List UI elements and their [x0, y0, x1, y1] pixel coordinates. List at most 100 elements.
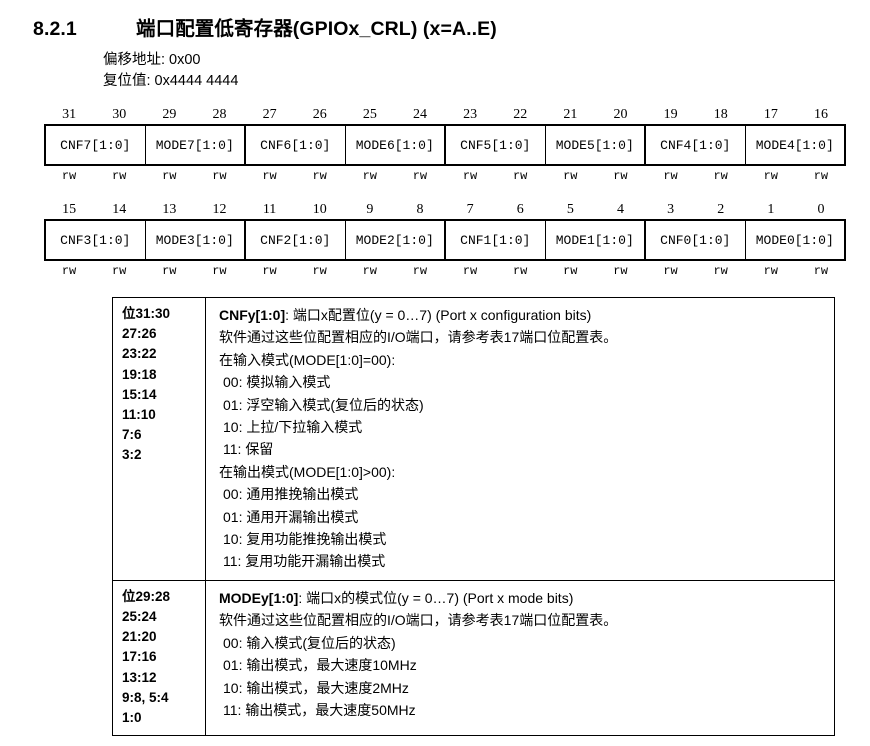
- bit-description-row: 位31:30 27:26 23:22 19:18 15:14 11:10 7:6 3:2 CNF…: [113, 298, 834, 581]
- description-line: 10: 复用功能推挽输出模式: [223, 531, 387, 548]
- bit-number: 22: [513, 107, 528, 122]
- bit-range: 27:26: [122, 326, 157, 342]
- register-field-cell: CNF1[1:0]: [444, 221, 545, 259]
- offset-address: 偏移地址: 0x00: [103, 52, 201, 68]
- bit-range: 21:20: [122, 629, 157, 645]
- bit-description-table: 位31:30 27:26 23:22 19:18 15:14 11:10 7:6 3:2 CNF…: [112, 297, 835, 737]
- access-label: rw: [713, 169, 728, 183]
- register-diagram-low: 15 14 13 12 11 10 9 8 7 6 5 4 3 2 1 0 CNF3[1:0] MODE3[1:…: [44, 200, 846, 281]
- description-line: 01: 输出模式，最大速度10MHz: [223, 657, 417, 674]
- bit-number: 3: [667, 202, 675, 217]
- access-label: rw: [412, 264, 428, 278]
- field-name: CNFy[1:0]: [219, 307, 286, 323]
- field-title-text: : 端口x的模式位(y = 0…7) (Port x mode bits): [298, 589, 574, 606]
- bit-number: 28: [212, 107, 227, 122]
- reset-value: 复位值: 0x4444 4444: [103, 73, 239, 89]
- register-field-cell: MODE1[1:0]: [544, 221, 645, 259]
- description-line: 00: 模拟输入模式: [223, 374, 331, 391]
- access-label: rw: [763, 264, 779, 278]
- register-field-cell: MODE0[1:0]: [744, 221, 845, 259]
- access-label: rw: [563, 169, 578, 183]
- access-label: rw: [462, 264, 478, 278]
- description-line: 软件通过这些位配置相应的I/O端口，请参考表17端口位配置表。: [219, 329, 618, 346]
- field-title-line: CNFy[1:0]: 端口x配置位(y = 0…7) (Port x confi…: [219, 304, 834, 326]
- bit-number: 19: [663, 107, 678, 122]
- access-label: rw: [512, 169, 528, 183]
- bit-number: 1: [767, 202, 775, 217]
- bit-number: 11: [262, 202, 277, 217]
- description-line: 10: 输出模式，最大速度2MHz: [223, 679, 409, 696]
- bit-range: 位31:30: [122, 306, 171, 321]
- access-row: rw rw rw rw rw rw rw rw rw rw rw rw rw rw rw rw: [44, 166, 846, 186]
- field-title-text: : 端口x配置位(y = 0…7) (Port x configuration …: [285, 307, 592, 323]
- bit-number: 26: [312, 107, 327, 122]
- register-field-cell: MODE2[1:0]: [344, 221, 445, 259]
- page-title: 8.2.1 端口配置低寄存器(GPIOx_CRL) (x=A..E): [0, 0, 870, 41]
- bit-range: 25:24: [122, 609, 157, 625]
- bit-number: 6: [516, 202, 524, 217]
- access-label: rw: [262, 169, 277, 183]
- register-field-cell: MODE7[1:0]: [144, 126, 245, 164]
- bit-number-row: 31 30 29 28 27 26 25 24 23 22 21 20 19 18 17 16: [44, 105, 846, 124]
- access-label: rw: [663, 169, 678, 183]
- bit-range-cell: 位29:28 25:24 21:20 17:16 13:12 9:8, 5:4 1:0: [113, 580, 206, 736]
- access-label: rw: [61, 264, 77, 278]
- bit-number: 18: [713, 107, 728, 122]
- register-field-cell: CNF0[1:0]: [644, 221, 745, 259]
- bit-number-row: 15 14 13 12 11 10 9 8 7 6 5 4 3 2 1 0: [44, 200, 846, 219]
- bit-number: 9: [366, 202, 374, 217]
- bit-description-cell: CNFy[1:0]: 端口x配置位(y = 0…7) (Port x confi…: [206, 298, 834, 580]
- access-label: rw: [61, 169, 77, 183]
- access-label: rw: [563, 264, 578, 278]
- bit-range: 19:18: [122, 366, 157, 382]
- bit-range: 11:10: [122, 407, 156, 423]
- bit-range-cell: 位31:30 27:26 23:22 19:18 15:14 11:10 7:6 3:2: [113, 298, 206, 580]
- register-field-cell: MODE4[1:0]: [744, 126, 845, 164]
- description-line: 软件通过这些位配置相应的I/O端口，请参考表17端口位配置表。: [219, 612, 618, 629]
- bit-number: 30: [112, 107, 127, 122]
- bit-number: 31: [62, 107, 77, 122]
- register-field-cell: MODE6[1:0]: [344, 126, 445, 164]
- register-field-cell: CNF2[1:0]: [244, 221, 345, 259]
- access-label: rw: [412, 169, 428, 183]
- access-label: rw: [663, 264, 678, 278]
- access-label: rw: [613, 169, 628, 183]
- bit-range: 位29:28: [122, 588, 171, 604]
- bit-number: 0: [817, 202, 825, 217]
- access-label: rw: [312, 264, 327, 278]
- bit-number: 25: [362, 107, 377, 122]
- access-label: rw: [312, 169, 327, 183]
- bit-description-cell: MODEy[1:0]: 端口x的模式位(y = 0…7) (Port x mod…: [206, 581, 834, 735]
- bit-number: 23: [463, 107, 478, 122]
- bit-range: 23:22: [122, 346, 157, 362]
- bit-range: 17:16: [122, 649, 157, 665]
- bit-number: 27: [262, 107, 277, 122]
- access-label: rw: [613, 264, 628, 278]
- access-label: rw: [212, 264, 227, 278]
- bit-range: 1:0: [122, 710, 142, 726]
- register-field-cell: MODE5[1:0]: [544, 126, 645, 164]
- register-field-cell: MODE3[1:0]: [144, 221, 245, 259]
- bit-number: 14: [112, 202, 127, 217]
- register-field-row: CNF7[1:0] MODE7[1:0] CNF6[1:0] MODE6[1:0] CN…: [44, 124, 846, 166]
- bit-number: 5: [566, 202, 574, 217]
- description-line: 在输入模式(MODE[1:0]=00):: [219, 351, 396, 368]
- bit-number: 24: [412, 107, 427, 122]
- bit-range: 7:6: [122, 427, 142, 443]
- bit-number: 4: [616, 202, 624, 217]
- bit-number: 21: [563, 107, 578, 122]
- register-field-cell: CNF4[1:0]: [644, 126, 745, 164]
- bit-range: 13:12: [122, 669, 157, 685]
- description-line: 在输出模式(MODE[1:0]>00):: [219, 463, 396, 480]
- register-diagram-high: 31 30 29 28 27 26 25 24 23 22 21 20 19 18 17 16 CNF7[1:…: [44, 105, 846, 186]
- description-line: 00: 通用推挽输出模式: [223, 486, 359, 503]
- register-field-cell: CNF5[1:0]: [444, 126, 545, 164]
- access-label: rw: [462, 169, 478, 183]
- description-line: 11: 输出模式，最大速度50MHz: [223, 701, 416, 718]
- bit-number: 15: [62, 202, 77, 217]
- access-label: rw: [362, 264, 378, 278]
- section-title: 端口配置低寄存器(GPIOx_CRL) (x=A..E): [136, 18, 497, 40]
- access-label: rw: [212, 169, 227, 183]
- description-line: 00: 输入模式(复位后的状态): [223, 634, 396, 651]
- register-meta: 偏移地址: 0x00 复位值: 0x4444 4444: [0, 50, 870, 92]
